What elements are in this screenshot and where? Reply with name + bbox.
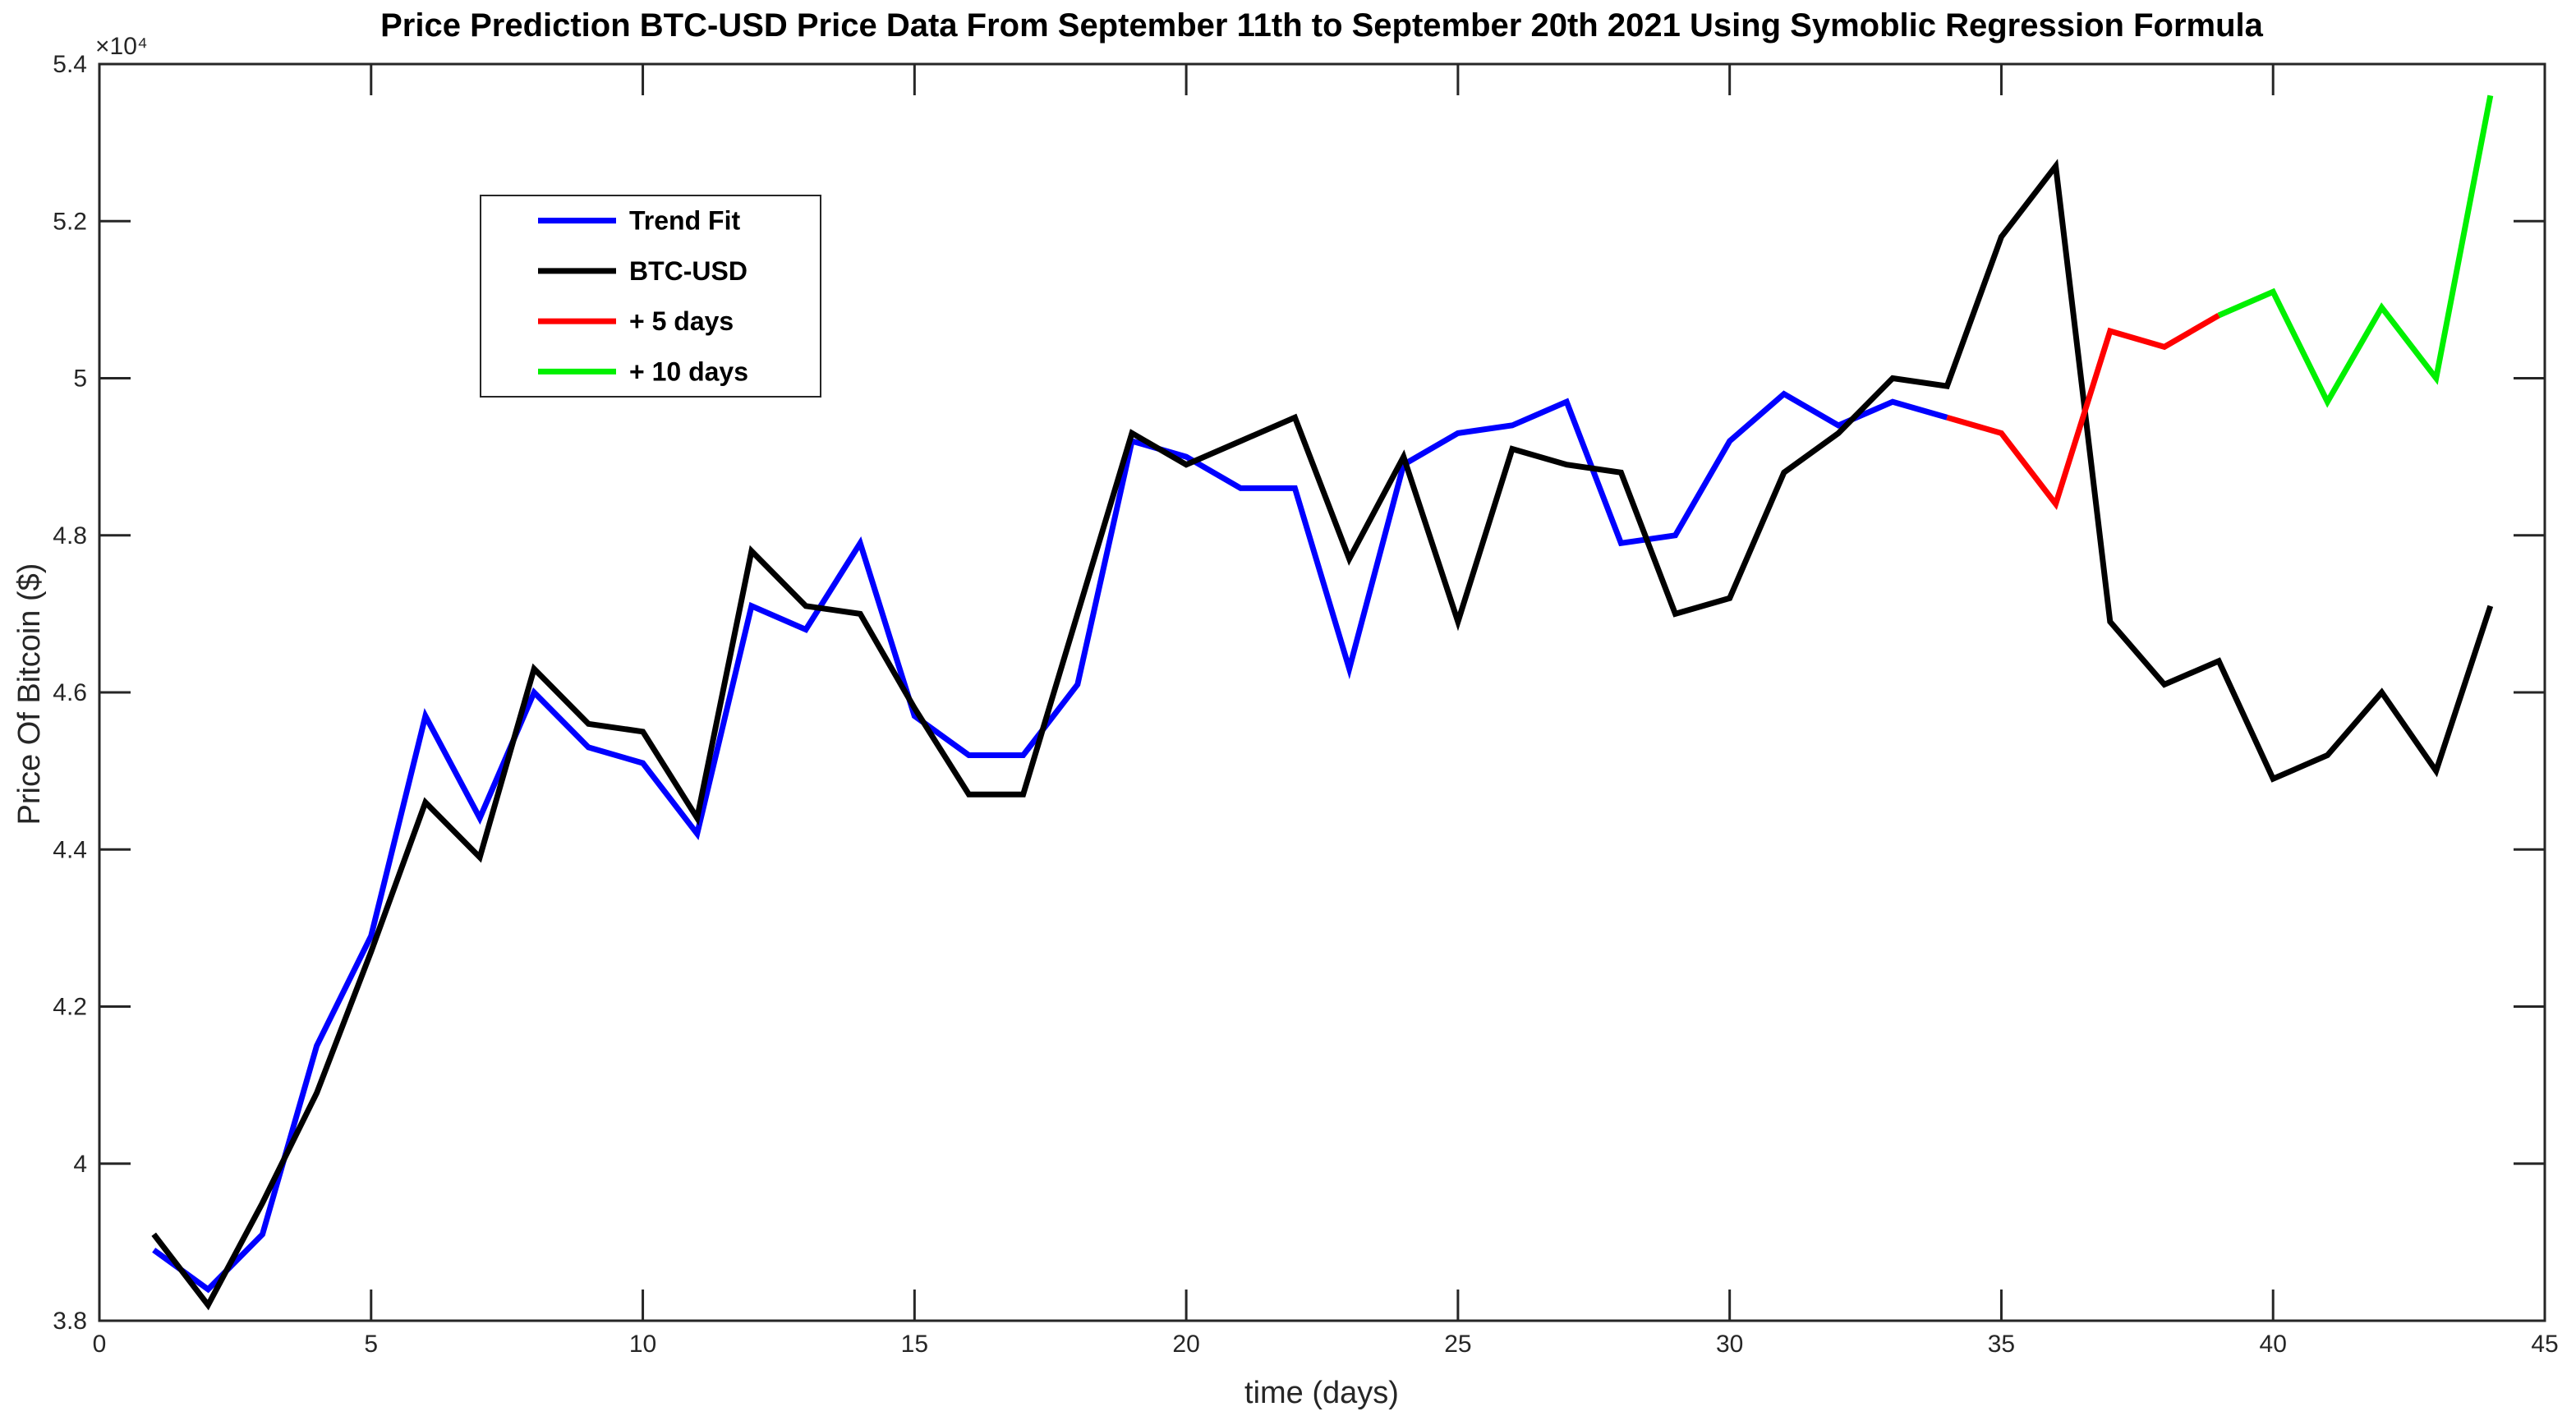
- legend-label-10-days: + 10 days: [629, 356, 748, 386]
- x-tick-label: 0: [93, 1331, 107, 1358]
- data-series: [151, 94, 2494, 1311]
- y-axis-exponent-label: ×10⁴: [95, 33, 148, 60]
- y-tick-label: 4: [73, 1151, 87, 1178]
- x-tick-label: 5: [364, 1331, 378, 1358]
- legend-item-10-days: + 10 days: [538, 356, 748, 386]
- x-tick-label: 10: [629, 1331, 656, 1358]
- legend-box: Trend Fit BTC-USD + 5 days + 10 days: [480, 195, 821, 398]
- axes-frame: 0 5 10 15 20 25 30 35 40 45 3.8 4 4.2 4.4 4.6 4.8 5 5.2 5.…: [53, 51, 2558, 1358]
- legend-label-btc-usd: BTC-USD: [629, 256, 748, 286]
- x-tick-label: 40: [2260, 1331, 2287, 1358]
- y-axis-label: Price Of Bitcoin ($): [12, 563, 47, 825]
- x-tick-label: 25: [1444, 1331, 1471, 1358]
- plot-frame: [98, 62, 2546, 1322]
- y-tick-label: 5: [73, 365, 87, 393]
- legend-label-trend-fit: Trend Fit: [629, 206, 740, 236]
- series-line-10-days: [2217, 94, 2494, 408]
- series-line-5-days: [1946, 312, 2220, 510]
- x-tick-label: 15: [901, 1331, 928, 1358]
- y-tick-label: 4.2: [53, 994, 87, 1021]
- y-tick-label: 5.2: [53, 208, 87, 235]
- series-line-btc-usd: [151, 159, 2494, 1311]
- legend-item-btc-usd: BTC-USD: [538, 256, 748, 286]
- y-tick-label: 3.8: [53, 1308, 87, 1335]
- x-tick-label: 30: [1716, 1331, 1743, 1358]
- legend-item-trend-fit: Trend Fit: [538, 206, 740, 236]
- x-tick-label: 45: [2531, 1331, 2558, 1358]
- series-line-trend-fit: [152, 390, 1948, 1294]
- y-tick-label: 4.6: [53, 679, 87, 706]
- chart-title: Price Prediction BTC-USD Price Data From…: [380, 7, 2264, 44]
- x-tick-label: 35: [1988, 1331, 2015, 1358]
- y-tick-label: 4.8: [53, 522, 87, 549]
- x-axis-label: time (days): [1244, 1376, 1399, 1410]
- y-tick-label: 5.4: [53, 51, 87, 78]
- legend-label-5-days: + 5 days: [629, 306, 734, 336]
- legend-frame: [480, 195, 821, 398]
- x-tick-label: 20: [1172, 1331, 1199, 1358]
- legend-item-5-days: + 5 days: [538, 306, 734, 336]
- y-tick-label: 4.4: [53, 836, 87, 863]
